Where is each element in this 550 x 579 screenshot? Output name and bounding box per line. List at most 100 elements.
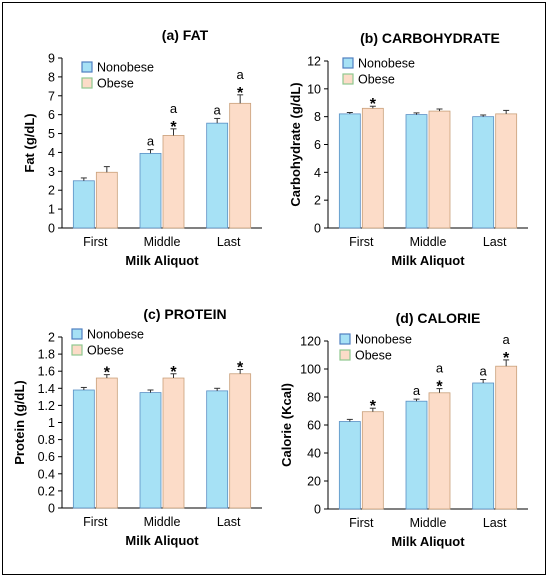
protein-bar-obese-first — [95, 377, 118, 509]
fat-y-tick-label: 4 — [48, 146, 55, 160]
fat-bar-nonobese-last — [206, 122, 229, 229]
fat-legend-swatch-nonobese — [81, 61, 93, 73]
protein-x-tick-label: Middle — [144, 515, 181, 529]
calorie-legend-label-nonobese: Nonobese — [355, 333, 412, 347]
protein-bar-obese-middle — [162, 377, 185, 509]
fat-significance-star: * — [170, 119, 177, 136]
calorie-y-tick-label: 80 — [307, 391, 321, 405]
calorie-significance-star: * — [436, 379, 443, 396]
protein-legend-label-obese: Obese — [87, 344, 124, 358]
calorie-bar-nonobese-last — [472, 382, 495, 510]
protein-legend-label-nonobese: Nonobese — [87, 328, 144, 342]
calorie-y-tick-label: 60 — [307, 419, 321, 433]
carbohydrate-legend-swatch-nonobese — [342, 57, 354, 69]
calorie-significance-star: * — [370, 398, 377, 415]
carbohydrate-bar-obese-middle — [428, 110, 451, 229]
carbohydrate-y-tick-label: 10 — [307, 82, 321, 96]
protein-x-axis-label: Milk Aliquot — [125, 533, 199, 548]
fat-x-tick-label: First — [83, 235, 108, 249]
fat-significance-star: * — [237, 85, 244, 102]
carbohydrate-y-tick-label: 2 — [314, 194, 321, 208]
fat-y-tick-label: 0 — [48, 222, 55, 236]
calorie-y-tick-label: 20 — [307, 475, 321, 489]
protein-y-axis-label: Protein (g/dL) — [12, 380, 27, 465]
protein-significance-star: * — [170, 364, 177, 381]
calorie-significance-letter: a — [413, 383, 421, 398]
fat-x-tick-label: Last — [217, 235, 241, 249]
fat-bar-obese-first — [95, 171, 118, 229]
protein-y-tick-label: 0.2 — [38, 484, 55, 498]
calorie-x-tick-label: Middle — [410, 516, 447, 530]
fat-title: (a) FAT — [162, 27, 209, 43]
carbohydrate-significance-star: * — [370, 96, 377, 113]
fat-y-tick-label: 2 — [48, 184, 55, 198]
carbohydrate-y-axis-label: Carbohydrate (g/dL) — [288, 82, 303, 206]
calorie-title: (d) CALORIE — [396, 310, 481, 326]
protein-legend-swatch-obese — [71, 344, 83, 356]
carbohydrate-y-tick-label: 4 — [314, 166, 321, 180]
carbohydrate-y-tick-label: 8 — [314, 110, 321, 124]
fat-y-tick-label: 7 — [48, 89, 55, 103]
fat-bar-obese-last — [229, 102, 252, 229]
carbohydrate-y-tick-label: 0 — [314, 222, 321, 236]
carbohydrate-legend-swatch-obese — [342, 73, 354, 85]
calorie-legend-label-obese: Obese — [355, 349, 392, 363]
calorie-legend-swatch-obese — [339, 349, 351, 361]
calorie-significance-letter: a — [436, 361, 444, 376]
protein-x-tick-label: First — [83, 515, 108, 529]
fat-y-tick-label: 5 — [48, 127, 55, 141]
fat-y-tick-label: 9 — [48, 52, 55, 66]
carbohydrate-legend-label-nonobese: Nonobese — [358, 57, 415, 71]
carbohydrate-y-tick-label: 6 — [314, 138, 321, 152]
fat-legend-label-obese: Obese — [97, 77, 134, 91]
calorie-bar-obese-last — [495, 365, 518, 510]
calorie-y-tick-label: 0 — [314, 503, 321, 517]
calorie-x-tick-label: Last — [483, 516, 507, 530]
calorie-y-tick-label: 120 — [300, 335, 321, 349]
fat-legend-label-nonobese: Nonobese — [97, 61, 154, 75]
carbohydrate-title: (b) CARBOHYDRATE — [360, 30, 500, 46]
protein-y-tick-label: 2 — [48, 331, 55, 345]
calorie-bar-obese-middle — [428, 392, 451, 510]
calorie-significance-letter: a — [480, 364, 488, 379]
calorie-significance-letter: a — [503, 332, 511, 347]
fat-significance-letter: a — [170, 101, 178, 116]
protein-x-tick-label: Last — [217, 515, 241, 529]
fat-significance-letter: a — [237, 67, 245, 82]
fat-y-tick-label: 3 — [48, 165, 55, 179]
protein-bar-nonobese-middle — [139, 392, 162, 509]
calorie-bar-nonobese-middle — [405, 400, 428, 510]
fat-y-tick-label: 1 — [48, 203, 55, 217]
calorie-y-tick-label: 40 — [307, 447, 321, 461]
protein-y-tick-label: 1.2 — [38, 399, 55, 413]
protein-significance-star: * — [104, 365, 111, 382]
fat-y-tick-label: 6 — [48, 108, 55, 122]
fat-y-tick-label: 8 — [48, 70, 55, 84]
calorie-x-tick-label: First — [349, 516, 374, 530]
protein-y-tick-label: 0.6 — [38, 450, 55, 464]
carbohydrate-bar-obese-last — [495, 113, 518, 229]
carbohydrate-bar-obese-first — [361, 107, 384, 229]
protein-bar-obese-last — [229, 373, 252, 509]
fat-y-axis-label: Fat (g/dL) — [22, 113, 37, 172]
carbohydrate-x-tick-label: First — [349, 235, 374, 249]
carbohydrate-y-tick-label: 12 — [307, 55, 321, 69]
protein-title: (c) PROTEIN — [143, 306, 226, 322]
protein-y-tick-label: 0.8 — [38, 433, 55, 447]
fat-legend-swatch-obese — [81, 77, 93, 89]
protein-legend-swatch-nonobese — [71, 328, 83, 340]
carbohydrate-x-tick-label: Last — [483, 235, 507, 249]
protein-y-tick-label: 0 — [48, 502, 55, 516]
protein-y-tick-label: 0.4 — [38, 467, 55, 481]
fat-bar-obese-middle — [162, 135, 185, 229]
calorie-bar-nonobese-first — [338, 421, 361, 510]
calorie-bar-obese-first — [361, 411, 384, 510]
carbohydrate-x-tick-label: Middle — [410, 235, 447, 249]
calorie-significance-star: * — [503, 350, 510, 367]
fat-x-tick-label: Middle — [144, 235, 181, 249]
carbohydrate-bar-nonobese-last — [472, 116, 495, 229]
protein-y-tick-label: 1.4 — [38, 382, 55, 396]
protein-bar-nonobese-first — [72, 389, 95, 509]
protein-y-tick-label: 1.8 — [38, 348, 55, 362]
